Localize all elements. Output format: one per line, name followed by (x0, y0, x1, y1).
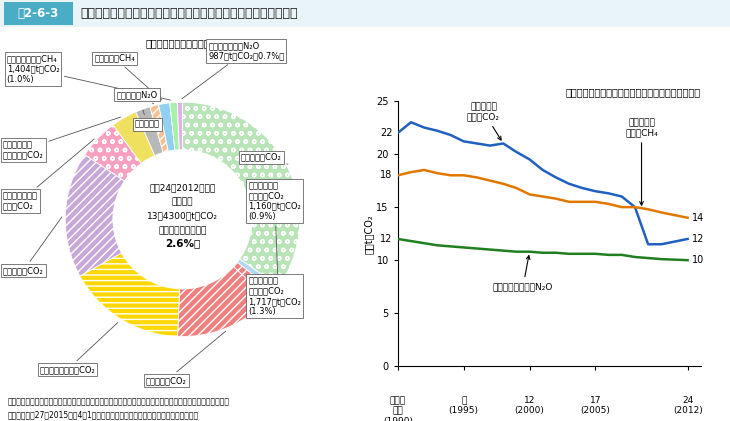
Text: 17
(2005): 17 (2005) (580, 396, 610, 416)
Text: 農業以外のCH₄: 農業以外のCH₄ (95, 54, 162, 100)
Bar (4, 2, 73, 25)
Wedge shape (158, 103, 175, 151)
Wedge shape (85, 125, 141, 181)
Text: 18: 18 (380, 171, 393, 180)
Wedge shape (170, 102, 180, 150)
Text: 12: 12 (380, 234, 393, 244)
Text: 家庭部門のCO₂: 家庭部門のCO₂ (146, 331, 226, 385)
Text: 資料：独立行政法人国立環境研究所・温室効果ガスインベントリオフィスのデータを基に農林水産省で作成: 資料：独立行政法人国立環境研究所・温室効果ガスインベントリオフィスのデータを基に… (7, 398, 229, 407)
Text: 農林水産業で
発生するCO₂
1,160万t－CO₂
(0.9%): 農林水産業で 発生するCO₂ 1,160万t－CO₂ (0.9%) (248, 181, 301, 287)
Text: 運輸部門のCO₂: 運輸部門のCO₂ (3, 217, 62, 275)
Text: 農業で発生するN₂O
987万t－CO₂（0.7%）: 農業で発生するN₂O 987万t－CO₂（0.7%） (182, 41, 285, 99)
Y-axis label: 百万t－CO₂: 百万t－CO₂ (364, 214, 374, 253)
Text: 注：＊　平成27（2015）年4月1日、名称を国立研究開発法人国立環境研究所に変更: 注：＊ 平成27（2015）年4月1日、名称を国立研究開発法人国立環境研究所に変… (7, 410, 199, 419)
Text: 農林水産業
からのCO₂: 農林水産業 からのCO₂ (467, 102, 501, 140)
Text: 22: 22 (380, 128, 393, 138)
Text: 2.6%）: 2.6%） (165, 238, 200, 248)
Wedge shape (182, 102, 300, 286)
Text: エネルギー転換
部門のCO₂: エネルギー転換 部門のCO₂ (3, 139, 94, 211)
Text: 10: 10 (691, 255, 704, 265)
Text: 14: 14 (691, 213, 704, 223)
Text: 平成24（2012）年度: 平成24（2012）年度 (150, 184, 215, 193)
Wedge shape (136, 107, 163, 155)
Text: （温室効果ガス総排出量の内訳）: （温室効果ガス総排出量の内訳） (146, 38, 234, 48)
Wedge shape (150, 105, 169, 152)
Text: 農業以外のN₂O: 農業以外のN₂O (117, 91, 158, 104)
Wedge shape (65, 155, 124, 276)
Text: ７
(1995): ７ (1995) (449, 396, 479, 416)
Text: 図2-6-3: 図2-6-3 (18, 7, 58, 20)
Wedge shape (113, 112, 155, 163)
Text: 温室効果ガス総排出量の内訳と農林水産業における排出量の推移: 温室効果ガス総排出量の内訳と農林水産業における排出量の推移 (80, 7, 298, 20)
Text: 食品製造業で
発生するCO₂
1,717万t－CO₂
(1.3%): 食品製造業で 発生するCO₂ 1,717万t－CO₂ (1.3%) (248, 276, 301, 317)
Wedge shape (80, 253, 180, 336)
Text: 13億4300万t－CO₂: 13億4300万t－CO₂ (147, 211, 218, 220)
Wedge shape (177, 267, 269, 336)
Text: （農林水産業の割合: （農林水産業の割合 (158, 226, 207, 236)
Text: 産業部門のCO₂: 産業部門のCO₂ (241, 153, 288, 164)
Text: 24
(2012): 24 (2012) (673, 396, 702, 416)
Wedge shape (237, 259, 279, 292)
Wedge shape (177, 102, 182, 150)
Text: 農林水産業からのN₂O: 農林水産業からのN₂O (493, 256, 553, 291)
Text: （農林水産業における温室効果ガス排出量の推移）: （農林水産業における温室効果ガス排出量の推移） (566, 88, 701, 98)
Text: 平成２
年度
(1990): 平成２ 年度 (1990) (383, 396, 413, 421)
Text: その他ガス: その他ガス (135, 110, 160, 129)
Text: 業務その他部門のCO₂: 業務その他部門のCO₂ (39, 322, 118, 374)
Text: 非エネルギー
転換部門のCO₂: 非エネルギー 転換部門のCO₂ (3, 117, 120, 160)
Wedge shape (234, 262, 274, 299)
Text: 総排出量: 総排出量 (172, 197, 193, 206)
Text: 農業で発生するCH₄
1,404万t－CO₂
(1.0%): 農業で発生するCH₄ 1,404万t－CO₂ (1.0%) (7, 54, 171, 100)
Text: 12: 12 (691, 234, 704, 244)
Text: 12
(2000): 12 (2000) (515, 396, 545, 416)
Text: 農林水産業
からのCH₄: 農林水産業 からのCH₄ (625, 118, 658, 205)
